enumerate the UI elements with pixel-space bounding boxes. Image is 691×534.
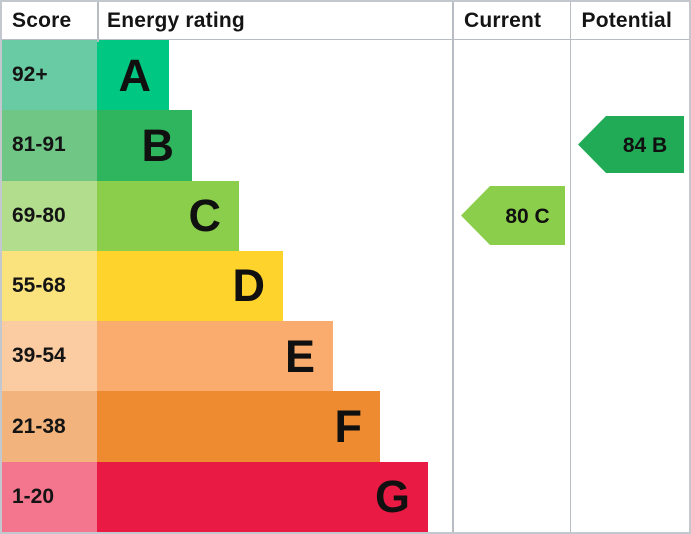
band-letter: D: [232, 260, 266, 312]
potential-column-divider: [569, 2, 571, 532]
score-cell-g: 1-20: [2, 461, 97, 532]
band-letter: G: [374, 471, 410, 523]
score-range-label: 39-54: [12, 344, 66, 368]
score-column-divider: [97, 2, 99, 42]
band-row-d: 55-68 D: [2, 250, 689, 322]
band-bar-b: B: [97, 110, 192, 181]
band-letter: B: [141, 119, 175, 171]
band-bar-a: A: [97, 40, 169, 111]
current-column-header: Current: [464, 8, 542, 32]
band-bar-c: C: [97, 180, 239, 251]
chart-header-row: Score Energy rating Current Potential: [2, 2, 689, 40]
energy-rating-column-header: Energy rating: [107, 8, 245, 32]
band-bar-d: D: [97, 250, 283, 322]
score-cell-a: 92+: [2, 40, 97, 111]
potential-arrow-shape: [578, 116, 684, 173]
potential-column-header: Potential: [581, 8, 672, 32]
band-bar-f: F: [97, 391, 380, 462]
band-letter: C: [188, 190, 222, 242]
band-rows: 92+ A 81-91 B 69-80 C 55-68: [2, 40, 689, 532]
score-range-label: 81-91: [12, 133, 66, 157]
band-row-g: 1-20 G: [2, 461, 689, 532]
score-cell-e: 39-54: [2, 321, 97, 392]
band-bar-e: E: [97, 321, 333, 392]
score-range-label: 92+: [12, 63, 48, 87]
score-range-label: 1-20: [12, 484, 55, 508]
band-bar-g: G: [97, 461, 428, 532]
band-row-f: 21-38 F: [2, 391, 689, 462]
band-row-a: 92+ A: [2, 40, 689, 111]
score-range-label: 21-38: [12, 414, 66, 438]
score-cell-b: 81-91: [2, 110, 97, 181]
score-cell-f: 21-38: [2, 391, 97, 462]
current-rating-arrow: 80 C: [461, 186, 565, 245]
band-letter: A: [118, 49, 152, 101]
band-row-c: 69-80 C: [2, 180, 689, 251]
potential-rating-label: 84 B: [623, 134, 667, 157]
score-cell-d: 55-68: [2, 250, 97, 322]
band-row-e: 39-54 E: [2, 321, 689, 392]
current-rating-label: 80 C: [505, 205, 549, 228]
current-column-divider: [452, 2, 454, 532]
score-range-label: 69-80: [12, 203, 66, 227]
score-cell-c: 69-80: [2, 180, 97, 251]
score-column-header: Score: [12, 8, 72, 32]
band-row-b: 81-91 B: [2, 110, 689, 181]
band-letter: E: [284, 330, 315, 382]
band-letter: F: [334, 401, 363, 453]
score-range-label: 55-68: [12, 273, 66, 297]
current-arrow-shape: [461, 186, 565, 245]
potential-rating-arrow: 84 B: [578, 116, 684, 173]
